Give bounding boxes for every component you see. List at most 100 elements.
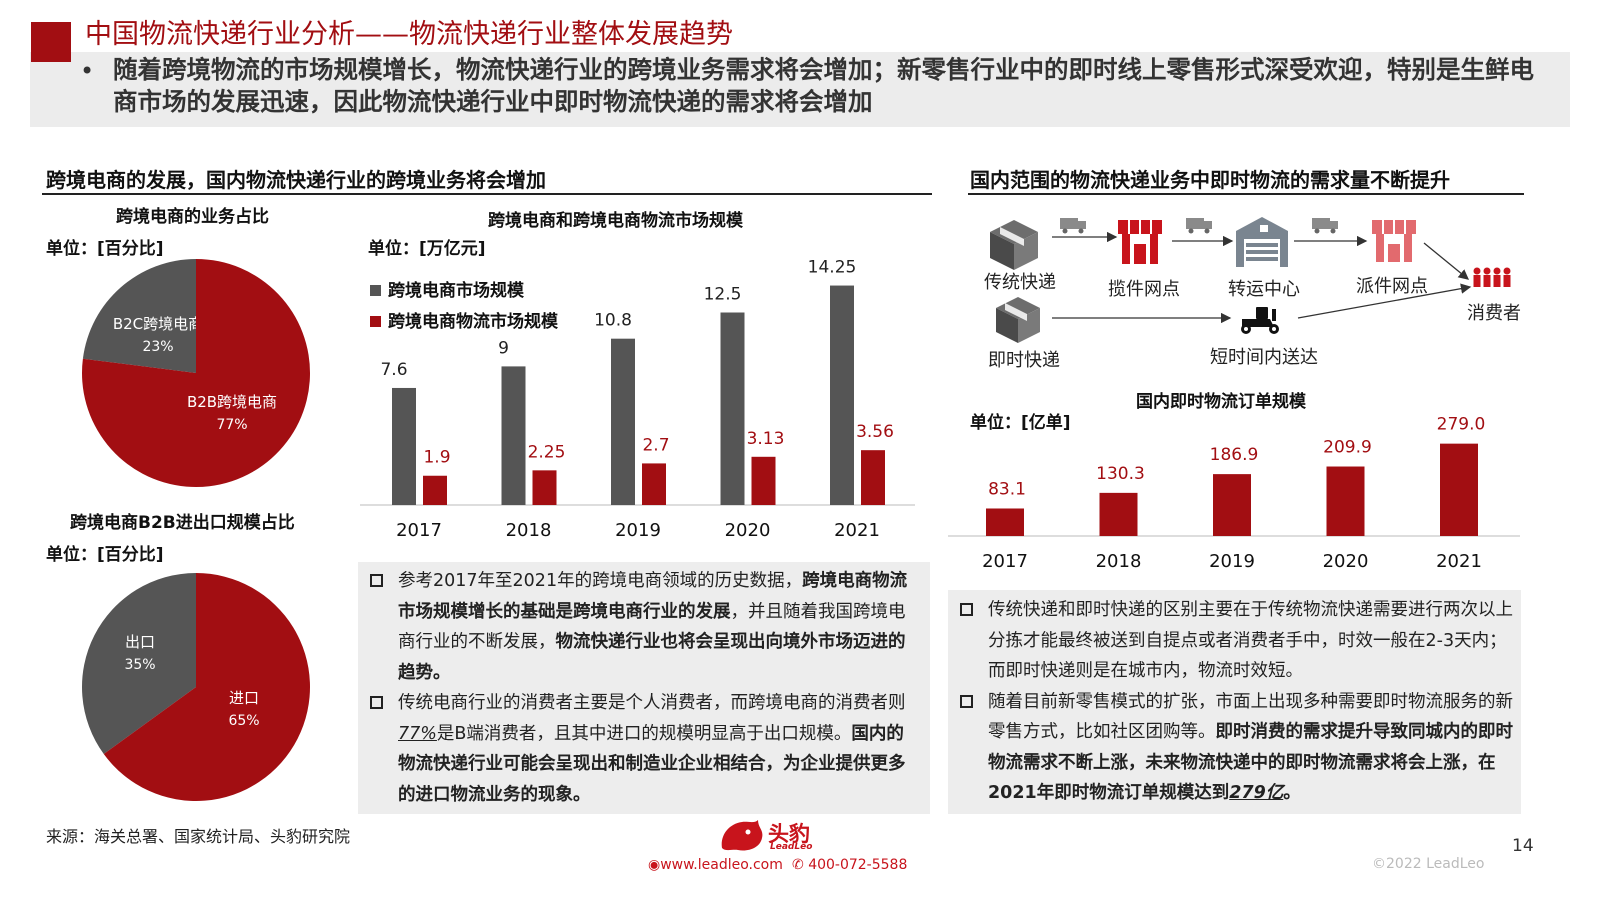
shop-icon — [1118, 220, 1162, 264]
checkbox-bullet-icon — [960, 603, 973, 616]
note-paragraph: 参考2017年至2021年的跨境电商领域的历史数据，跨境电商物流市场规模增长的基… — [366, 566, 918, 688]
bar — [392, 387, 416, 505]
truck-icon — [1060, 218, 1086, 234]
website-link[interactable]: ◉www.leadleo.com — [648, 857, 783, 873]
legend-label: 跨境电商市场规模 — [388, 280, 525, 301]
pie1-title: 跨境电商的业务占比 — [116, 207, 269, 227]
bar-value-label: 186.9 — [1210, 445, 1259, 465]
bar-value-label: 3.56 — [856, 422, 894, 442]
bar — [1326, 466, 1365, 536]
flow-node-traditional: 传统快递 — [984, 272, 1056, 293]
x-tick-label: 2019 — [1209, 551, 1255, 572]
bar — [751, 456, 776, 505]
page-title: 中国物流快递行业分析——物流快递行业整体发展趋势 — [85, 19, 733, 50]
bar — [1099, 492, 1138, 536]
people-icon — [1473, 267, 1511, 287]
bar2-unit: 单位：[亿单] — [970, 413, 1071, 433]
x-tick-label: 2017 — [982, 551, 1028, 572]
header-square — [31, 22, 71, 62]
pie-chart-business-share: B2C跨境电商 23% B2B跨境电商 77% — [82, 259, 310, 487]
copyright: ©2022 LeadLeo — [1372, 856, 1485, 872]
pie-slice-label: B2C跨境电商 — [113, 315, 203, 333]
pie-slice-value: 35% — [124, 657, 155, 673]
right-notes-box — [948, 590, 1521, 814]
legend-swatch — [370, 285, 381, 296]
x-tick-label: 2019 — [615, 520, 661, 541]
pie-slice-label: B2B跨境电商 — [187, 393, 277, 411]
bar-value-label: 279.0 — [1437, 415, 1486, 435]
bar-value-label: 83.1 — [988, 479, 1026, 499]
legend-swatch — [370, 316, 381, 327]
right-notes: 传统快递和即时快递的区别主要在于传统物流快递需要进行两次以上分拣才能最终被送到自… — [956, 595, 1516, 809]
bar-value-label: 9 — [498, 338, 509, 358]
bar-value-label: 7.6 — [380, 360, 407, 380]
flow-node-hub: 转运中心 — [1228, 279, 1300, 300]
right-section-title: 国内范围的物流快递业务中即时物流的需求量不断提升 — [970, 168, 1450, 192]
bar1-title: 跨境电商和跨境电商物流市场规模 — [488, 211, 743, 231]
bar — [642, 463, 666, 505]
bar-value-label: 3.13 — [747, 429, 785, 449]
warehouse-icon — [1236, 217, 1288, 267]
summary-text: 随着跨境物流的市场规模增长，物流快递行业的跨境业务需求将会增加；新零售行业中的即… — [113, 55, 1534, 116]
summary-bullet: • — [80, 57, 95, 85]
left-notes: 参考2017年至2021年的跨境电商领域的历史数据，跨境电商物流市场规模增长的基… — [366, 566, 918, 810]
bar — [1440, 443, 1478, 536]
x-tick-label: 2017 — [396, 520, 442, 541]
box-icon — [996, 297, 1040, 343]
pie-slice-value: 65% — [228, 713, 259, 729]
bar-value-label: 2.25 — [528, 442, 566, 462]
x-tick-label: 2020 — [1323, 551, 1369, 572]
x-tick-label: 2020 — [725, 520, 771, 541]
bar-chart-instant-orders: 83.1 2017 130.3 2018 186.9 2019 209.9 2020 279.0… — [948, 415, 1520, 572]
phone-number: ✆ 400-072-5588 — [792, 857, 908, 873]
note-paragraph: 传统快递和即时快递的区别主要在于传统物流快递需要进行两次以上分拣才能最终被送到自… — [956, 595, 1516, 687]
legend-label: 跨境电商物流市场规模 — [388, 311, 559, 332]
logistics-flow-diagram — [990, 217, 1511, 343]
flow-node-instant: 即时快递 — [988, 350, 1060, 371]
bar-value-label: 14.25 — [808, 260, 857, 278]
phone-icon: ✆ — [792, 857, 809, 873]
pie-slice — [81, 573, 196, 755]
x-tick-label: 2021 — [834, 520, 880, 541]
bar2-title: 国内即时物流订单规模 — [1136, 392, 1306, 412]
note-paragraph: 传统电商行业的消费者主要是个人消费者，而跨境电商的消费者则77%是B端消费者，且… — [366, 688, 918, 810]
bar — [1213, 474, 1251, 536]
right-section-divider — [968, 193, 1524, 195]
pie2-title: 跨境电商B2B进出口规模占比 — [70, 513, 295, 533]
pie-slice-label: 出口 — [125, 633, 155, 651]
left-section-title: 跨境电商的发展，国内物流快递行业的跨境业务将会增加 — [46, 168, 546, 192]
pie-slice — [82, 259, 310, 487]
pie-chart-import-export-share: 出口 35% 进口 65% — [81, 573, 310, 801]
logo-text: 头豹 — [768, 822, 810, 846]
bar — [986, 508, 1024, 536]
note-paragraph: 随着目前新零售模式的扩张，市面上出现多种需要即时物流服务的新零售方式，比如社区团… — [956, 687, 1516, 809]
x-tick-label: 2018 — [506, 520, 552, 541]
pie-slice-value: 23% — [142, 339, 173, 355]
bar1-unit: 单位：[万亿元] — [368, 239, 486, 259]
bar — [720, 312, 745, 505]
checkbox-bullet-icon — [960, 694, 973, 708]
x-tick-label: 2018 — [1096, 551, 1142, 572]
bar-value-label: 130.3 — [1096, 464, 1145, 484]
bar-value-label: 12.5 — [704, 285, 742, 305]
page-number: 14 — [1512, 836, 1534, 856]
bar — [611, 338, 635, 505]
pie2-unit: 单位：[百分比] — [46, 545, 164, 565]
scooter-icon — [1241, 307, 1279, 334]
bar — [532, 470, 557, 505]
bar-value-label: 10.8 — [594, 311, 632, 331]
truck-icon — [1312, 218, 1338, 234]
truck-icon — [1186, 218, 1212, 234]
flow-node-fast-delivery: 短时间内送达 — [1210, 347, 1318, 368]
checkbox-bullet-icon — [370, 696, 383, 709]
left-notes-box — [358, 562, 930, 814]
pie1-unit: 单位：[百分比] — [46, 239, 164, 259]
bar-value-label: 1.9 — [423, 448, 450, 468]
pie-slice-value: 77% — [216, 417, 247, 433]
globe-icon: ◉ — [648, 857, 661, 873]
flow-node-pickup: 揽件网点 — [1108, 279, 1180, 300]
summary-box — [30, 52, 1570, 127]
flow-node-dispatch: 派件网点 — [1356, 276, 1428, 297]
pie-slice — [82, 259, 196, 373]
